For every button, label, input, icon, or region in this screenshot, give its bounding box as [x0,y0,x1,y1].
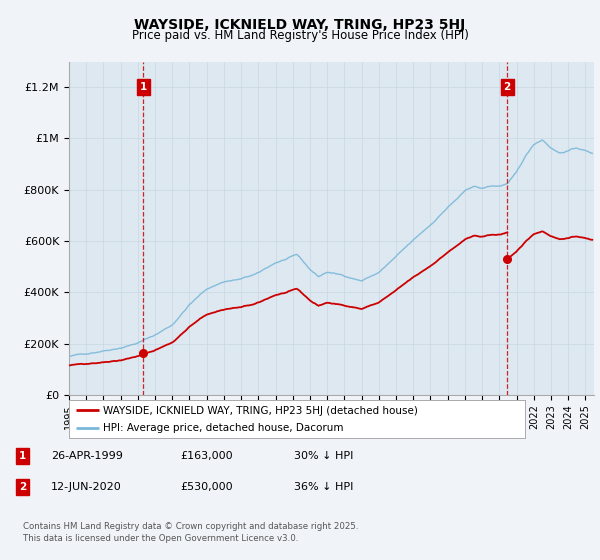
Text: 2: 2 [19,482,26,492]
Text: WAYSIDE, ICKNIELD WAY, TRING, HP23 5HJ: WAYSIDE, ICKNIELD WAY, TRING, HP23 5HJ [134,18,466,32]
Text: HPI: Average price, detached house, Dacorum: HPI: Average price, detached house, Daco… [103,423,344,433]
Text: 30% ↓ HPI: 30% ↓ HPI [294,451,353,461]
Text: Price paid vs. HM Land Registry's House Price Index (HPI): Price paid vs. HM Land Registry's House … [131,29,469,42]
Text: 1: 1 [19,451,26,461]
Text: 12-JUN-2020: 12-JUN-2020 [51,482,122,492]
Text: Contains HM Land Registry data © Crown copyright and database right 2025.
This d: Contains HM Land Registry data © Crown c… [23,522,358,543]
Text: 26-APR-1999: 26-APR-1999 [51,451,123,461]
Text: 1: 1 [140,82,147,92]
Text: 2: 2 [503,82,511,92]
Text: WAYSIDE, ICKNIELD WAY, TRING, HP23 5HJ (detached house): WAYSIDE, ICKNIELD WAY, TRING, HP23 5HJ (… [103,405,418,416]
Text: £530,000: £530,000 [180,482,233,492]
Text: 36% ↓ HPI: 36% ↓ HPI [294,482,353,492]
Text: £163,000: £163,000 [180,451,233,461]
